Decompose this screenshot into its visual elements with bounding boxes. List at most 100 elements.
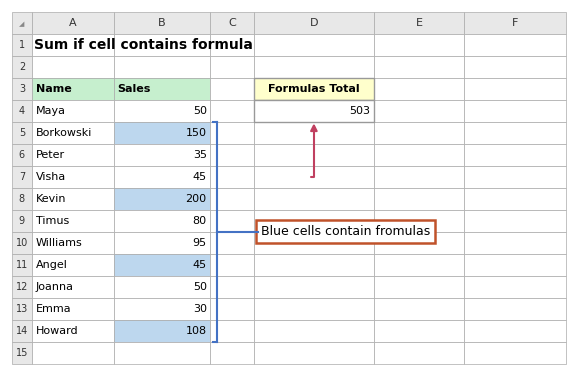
Text: Maya: Maya xyxy=(36,106,65,115)
Text: 9: 9 xyxy=(19,216,25,225)
Bar xyxy=(114,122,210,144)
Bar xyxy=(32,342,114,364)
Bar xyxy=(32,166,114,188)
Text: 45: 45 xyxy=(193,260,207,269)
Bar xyxy=(374,298,464,320)
Bar xyxy=(210,56,254,78)
Bar xyxy=(210,12,254,34)
Bar xyxy=(254,232,374,254)
Bar xyxy=(210,210,254,232)
Bar xyxy=(374,342,464,364)
Bar xyxy=(32,122,114,144)
Text: Peter: Peter xyxy=(36,150,65,159)
Text: 503: 503 xyxy=(349,106,370,115)
Bar xyxy=(12,144,32,166)
Bar xyxy=(114,78,210,100)
Bar xyxy=(374,254,464,276)
Text: Joanna: Joanna xyxy=(36,282,74,291)
Bar xyxy=(210,122,254,144)
Bar xyxy=(464,12,566,34)
Bar xyxy=(32,12,114,34)
Bar xyxy=(210,276,254,298)
Bar xyxy=(32,210,114,232)
Bar xyxy=(32,188,114,210)
Bar xyxy=(254,166,374,188)
Text: 10: 10 xyxy=(16,238,28,247)
Bar xyxy=(254,210,374,232)
Text: 45: 45 xyxy=(193,172,207,181)
Text: 6: 6 xyxy=(19,150,25,159)
Bar xyxy=(210,254,254,276)
Text: 35: 35 xyxy=(193,150,207,159)
Bar xyxy=(374,78,464,100)
Bar xyxy=(32,232,114,254)
Bar xyxy=(12,320,32,342)
Bar xyxy=(254,122,374,144)
Bar xyxy=(464,78,566,100)
Bar xyxy=(254,78,374,100)
Bar xyxy=(210,342,254,364)
Bar xyxy=(12,166,32,188)
Text: Williams: Williams xyxy=(36,238,82,247)
Bar xyxy=(210,144,254,166)
Text: Name: Name xyxy=(36,84,71,93)
Bar xyxy=(210,232,254,254)
Bar xyxy=(12,254,32,276)
Bar xyxy=(464,254,566,276)
Bar xyxy=(464,232,566,254)
Bar xyxy=(254,298,374,320)
Bar xyxy=(374,100,464,122)
Bar xyxy=(12,232,32,254)
Text: 50: 50 xyxy=(193,282,207,291)
Text: ◢: ◢ xyxy=(19,22,25,27)
Text: E: E xyxy=(416,18,422,27)
Text: Blue cells contain fromulas: Blue cells contain fromulas xyxy=(261,225,430,238)
Bar xyxy=(210,298,254,320)
Bar xyxy=(32,56,114,78)
Bar xyxy=(12,78,32,100)
Bar xyxy=(464,298,566,320)
Bar xyxy=(254,342,374,364)
Text: 15: 15 xyxy=(16,348,28,357)
Text: Sum if cell contains formula: Sum if cell contains formula xyxy=(34,37,252,52)
Bar xyxy=(12,34,32,56)
Bar xyxy=(32,100,114,122)
Bar xyxy=(254,144,374,166)
Text: A: A xyxy=(69,18,77,27)
Text: 7: 7 xyxy=(19,172,25,181)
Bar xyxy=(32,320,114,342)
Bar xyxy=(210,34,254,56)
Bar xyxy=(12,276,32,298)
Bar xyxy=(464,122,566,144)
Bar xyxy=(374,188,464,210)
Bar xyxy=(464,188,566,210)
Bar xyxy=(210,78,254,100)
Bar xyxy=(210,100,254,122)
Bar xyxy=(114,254,210,276)
Bar xyxy=(32,254,114,276)
Bar xyxy=(114,232,210,254)
Text: 14: 14 xyxy=(16,326,28,335)
Bar xyxy=(464,166,566,188)
Text: 3: 3 xyxy=(19,84,25,93)
Bar xyxy=(374,12,464,34)
Bar xyxy=(374,56,464,78)
Bar xyxy=(254,100,374,122)
Bar xyxy=(254,320,374,342)
Bar xyxy=(374,210,464,232)
Bar xyxy=(464,276,566,298)
Bar xyxy=(114,100,210,122)
Bar xyxy=(254,100,374,122)
Bar xyxy=(254,34,374,56)
Text: 12: 12 xyxy=(16,282,28,291)
Text: D: D xyxy=(310,18,318,27)
Bar xyxy=(114,320,210,342)
Bar xyxy=(374,320,464,342)
Bar xyxy=(254,188,374,210)
Bar xyxy=(32,144,114,166)
Bar xyxy=(464,56,566,78)
Bar xyxy=(114,298,210,320)
Bar xyxy=(254,56,374,78)
Text: 108: 108 xyxy=(186,326,207,335)
Bar xyxy=(210,188,254,210)
